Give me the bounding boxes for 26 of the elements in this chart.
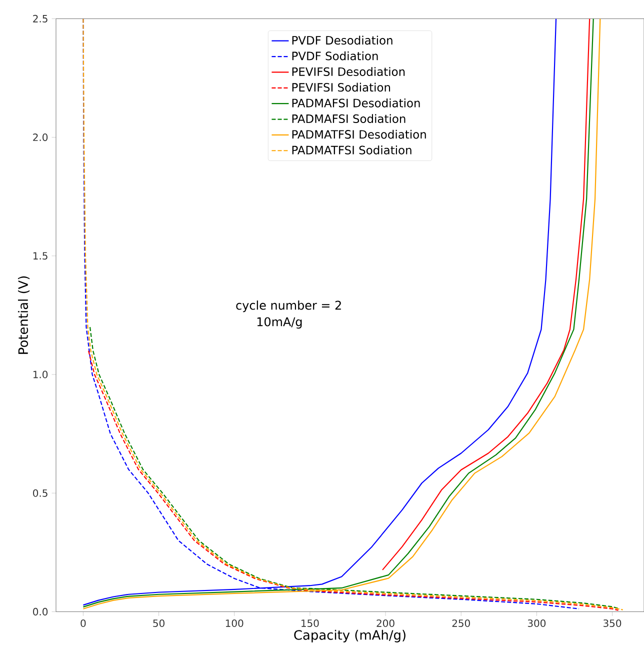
legend-label: PEVIFSI Sodiation [292,82,390,92]
x-tick-label: 150 [302,619,319,628]
y-tick-label: 0.5 [33,489,48,497]
x-axis-title: Capacity (mAh/g) [294,630,406,642]
y-tick-label: 2.5 [33,14,48,22]
y-tick-label: 1.0 [33,370,48,378]
x-tick-label: 350 [604,619,622,628]
y-tick-label: 0.0 [33,608,48,616]
y-axis-title: Potential (V) [18,276,30,354]
annotation: 10mA/g [257,317,302,329]
legend-label: PVDF Sodiation [292,51,378,60]
x-tick-label: 100 [226,619,244,628]
x-tick-label: 300 [528,619,546,628]
legend-label: PADMATFSI Desodiation [292,130,426,139]
annotation: cycle number = 2 [236,300,341,312]
legend-label: PADMAFSI Desodiation [292,98,420,108]
legend-label: PADMAFSI Sodiation [292,114,406,124]
legend-label: PEVIFSI Desodiation [292,67,405,76]
x-tick-label: 0 [80,619,86,628]
legend-label: PADMATFSI Sodiation [292,146,412,154]
legend-label: PVDF Desodiation [292,36,392,45]
x-tick-label: 50 [153,619,164,628]
y-tick-label: 1.5 [33,252,48,260]
y-tick-label: 2.0 [33,134,48,142]
x-tick-label: 250 [452,619,470,628]
x-tick-label: 200 [376,619,394,628]
